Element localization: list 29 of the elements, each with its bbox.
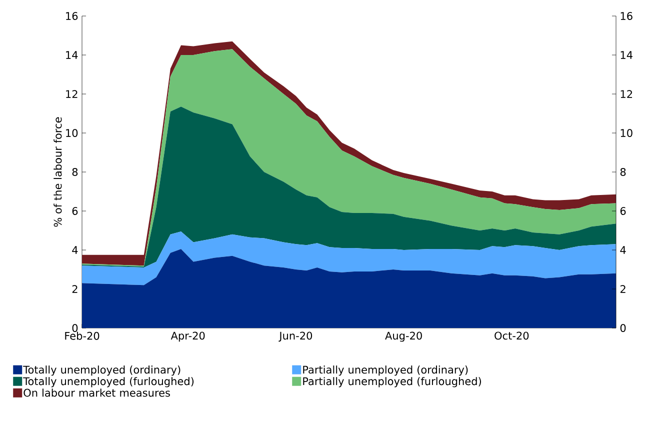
y2-tick-label: 6 [620, 207, 626, 215]
y-tick-label: 4 [72, 246, 78, 254]
y2-tick-label: 10 [620, 129, 632, 137]
x-tick-label: Apr-20 [170, 332, 205, 342]
y-tick-label: 14 [66, 51, 78, 59]
legend-label: On labour market measures [24, 388, 170, 397]
legend-label: Totally unemployed (ordinary) [23, 366, 180, 376]
x-tick-label: Oct-20 [494, 332, 529, 340]
legend-label: Totally unemployed (furloughed) [23, 377, 194, 388]
legend-label: Partially unemployed (ordinary) [303, 366, 468, 376]
y2-tick-label: 14 [620, 51, 632, 59]
legend-label: Partially unemployed (furloughed) [303, 377, 482, 388]
y2-tick-label: 16 [620, 12, 632, 20]
y-tick-label: 6 [72, 207, 78, 215]
y-tick-label: 10 [66, 129, 78, 137]
y-axis-title: % of the labour force [54, 117, 62, 227]
y-tick-label: 8 [72, 168, 78, 176]
y2-tick-label: 0 [620, 324, 626, 332]
y-tick-label: 16 [66, 12, 78, 20]
y2-tick-label: 12 [620, 90, 632, 98]
y2-tick-label: 8 [620, 168, 626, 176]
x-tick-label: Jun-20 [278, 332, 312, 342]
x-tick-label: Aug-20 [385, 332, 422, 342]
y-tick-label: 2 [72, 285, 78, 293]
y-tick-label: 0 [72, 324, 78, 332]
x-tick-label: Feb-20 [65, 332, 100, 340]
y2-tick-label: 4 [620, 246, 626, 254]
y-tick-label: 12 [66, 90, 78, 98]
y2-tick-label: 2 [620, 285, 626, 293]
